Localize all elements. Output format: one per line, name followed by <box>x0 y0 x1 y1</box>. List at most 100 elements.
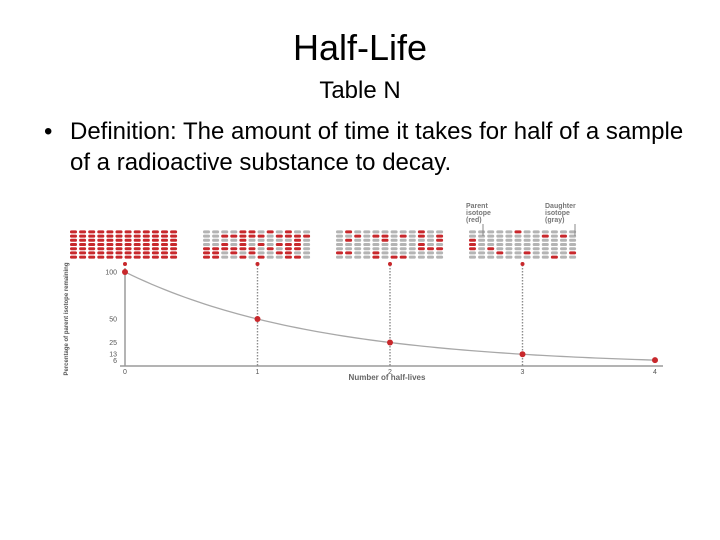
isotope-cell <box>436 230 444 234</box>
isotope-cell <box>97 251 105 255</box>
isotope-cell <box>97 243 105 246</box>
isotope-cell <box>514 234 522 238</box>
isotope-cell <box>248 255 256 259</box>
isotope-cell <box>266 234 274 238</box>
isotope-cell <box>294 243 301 246</box>
isotope-cell <box>151 251 159 255</box>
isotope-cell <box>257 251 265 255</box>
isotope-cell <box>248 238 256 242</box>
isotope-cell <box>266 230 274 234</box>
x-axis-title: Number of half-lives <box>349 373 426 382</box>
isotope-cell <box>427 234 434 238</box>
chart-labels: 0 1 2 3 4 100 50 25 136 Number of half-lives Perce… <box>64 203 657 382</box>
y-tick-label: 13 <box>109 351 117 358</box>
isotope-cell <box>303 251 311 255</box>
isotope-cell <box>284 255 292 259</box>
isotope-cell <box>203 234 210 238</box>
isotope-cell <box>541 247 549 251</box>
legend-parent-label-2: isotope <box>466 210 491 217</box>
isotope-cell <box>284 230 292 234</box>
isotope-cell <box>115 230 123 234</box>
isotope-cell <box>203 230 210 234</box>
isotope-cell <box>124 243 132 246</box>
isotope-cell <box>417 230 425 234</box>
isotope-cell <box>514 243 522 246</box>
isotope-cell <box>399 251 407 255</box>
isotope-cell <box>505 251 513 255</box>
slide-subtitle: Table N <box>0 76 720 106</box>
isotope-cell <box>239 255 247 259</box>
isotope-cell <box>212 243 220 246</box>
isotope-cell <box>469 243 476 246</box>
isotope-cell <box>170 234 178 238</box>
isotope-cell <box>248 243 256 246</box>
isotope-cell <box>230 243 238 246</box>
isotope-cell <box>124 230 132 234</box>
isotope-cell <box>284 234 292 238</box>
isotope-cell <box>336 238 343 242</box>
isotope-cell <box>478 255 486 259</box>
isotope-cell <box>115 251 123 255</box>
isotope-cell <box>560 243 567 246</box>
isotope-cell <box>372 243 380 246</box>
isotope-cell <box>294 234 301 238</box>
isotope-cell <box>363 234 371 238</box>
isotope-cell <box>275 255 283 259</box>
isotope-cell <box>372 255 380 259</box>
isotope-cell <box>239 247 247 251</box>
isotope-cell <box>532 238 540 242</box>
isotope-cell <box>514 251 522 255</box>
data-point <box>254 316 261 322</box>
isotope-cell <box>106 238 114 242</box>
y-tick-label: 6 <box>113 358 117 365</box>
isotope-cell <box>88 230 96 234</box>
isotope-cell <box>523 247 531 251</box>
isotope-cell <box>496 238 504 242</box>
isotope-cell <box>203 255 210 259</box>
isotope-cell <box>469 247 476 251</box>
isotope-cell <box>230 247 238 251</box>
isotope-cell <box>372 251 380 255</box>
bullet-dot-icon: • <box>44 118 53 145</box>
isotope-cell <box>79 251 87 255</box>
isotope-cell <box>221 243 229 246</box>
isotope-cell <box>417 251 425 255</box>
isotope-cell <box>354 255 362 259</box>
isotope-cell <box>569 251 577 255</box>
isotope-cell <box>230 255 238 259</box>
x-tick-label: 4 <box>653 369 657 376</box>
isotope-cell <box>284 238 292 242</box>
data-point <box>652 357 658 364</box>
isotope-cell <box>142 243 150 246</box>
definition-text: Definition: The amount of time it takes … <box>70 118 684 176</box>
isotope-cell <box>97 230 105 234</box>
isotope-cell <box>569 243 577 246</box>
y-tick-label: 25 <box>109 340 117 347</box>
isotope-cell <box>408 234 416 238</box>
isotope-cell <box>381 255 389 259</box>
isotope-cell <box>487 251 495 255</box>
isotope-cell <box>124 238 132 242</box>
isotope-cell <box>354 247 362 251</box>
subtitle-text: Table N <box>319 77 401 104</box>
isotope-cell <box>151 243 159 246</box>
chart-axes <box>120 262 663 367</box>
isotope-cell <box>523 251 531 255</box>
isotope-cell <box>532 230 540 234</box>
isotope-cell <box>372 238 380 242</box>
isotope-cell <box>345 234 353 238</box>
isotope-cell <box>417 234 425 238</box>
isotope-cell <box>569 238 577 242</box>
isotope-cell <box>70 238 77 242</box>
isotope-cell <box>417 247 425 251</box>
isotope-cell <box>124 234 132 238</box>
isotope-cell <box>381 243 389 246</box>
isotope-cell <box>469 234 476 238</box>
isotope-cell <box>266 243 274 246</box>
isotope-cell <box>478 251 486 255</box>
isotope-cell <box>284 251 292 255</box>
isotope-cell <box>381 251 389 255</box>
isotope-cell <box>436 251 444 255</box>
isotope-cell <box>203 251 210 255</box>
